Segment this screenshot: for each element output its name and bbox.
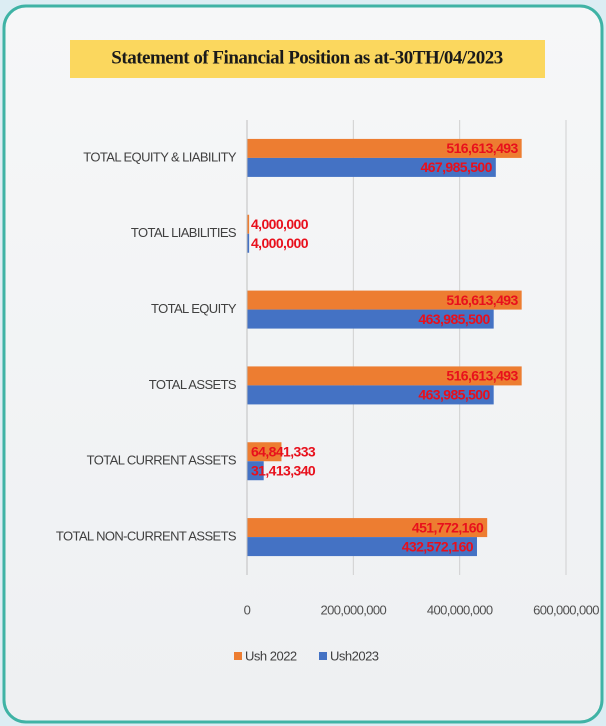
- value-label: 463,985,500: [418, 311, 490, 327]
- bar: [247, 290, 522, 310]
- bar: [247, 309, 494, 329]
- bar: [247, 214, 250, 234]
- value-label: 516,613,493: [446, 368, 518, 384]
- legend-swatch: [319, 652, 327, 660]
- value-label: 463,985,500: [418, 387, 490, 403]
- category-label: TOTAL LIABILITIES: [131, 225, 237, 240]
- x-tick-label: 200,000,000: [320, 602, 386, 617]
- value-label: 4,000,000: [251, 216, 309, 232]
- value-label: 451,772,160: [412, 519, 484, 535]
- value-label: 31,413,340: [251, 462, 316, 478]
- value-label: 64,841,333: [251, 443, 316, 459]
- category-label: TOTAL CURRENT ASSETS: [87, 453, 237, 468]
- bar: [247, 442, 282, 462]
- value-label: 432,572,160: [402, 538, 474, 554]
- category-label: TOTAL EQUITY & LIABILITY: [83, 149, 237, 164]
- value-label: 467,985,500: [421, 159, 493, 175]
- bar: [247, 537, 477, 557]
- category-label: TOTAL ASSETS: [149, 377, 237, 392]
- x-tick-label: 600,000,000: [533, 602, 599, 617]
- category-label: TOTAL EQUITY: [151, 301, 237, 316]
- value-label: 516,613,493: [446, 140, 518, 156]
- bar: [247, 233, 250, 253]
- bar: [247, 366, 522, 386]
- x-tick-label: 0: [244, 602, 251, 617]
- category-label: TOTAL NON-CURRENT ASSETS: [56, 529, 237, 544]
- bar: [247, 157, 496, 177]
- legend-swatch: [234, 652, 242, 660]
- bar: [247, 518, 488, 538]
- card: [2, 4, 604, 724]
- value-label: 4,000,000: [251, 235, 309, 251]
- legend-label: Ush2023: [330, 648, 379, 663]
- bar: [247, 461, 264, 481]
- bar: [247, 385, 494, 405]
- x-tick-label: 400,000,000: [427, 602, 493, 617]
- value-label: 516,613,493: [446, 292, 518, 308]
- bar: [247, 138, 522, 158]
- chart-title: Statement of Financial Position as at-30…: [111, 47, 502, 68]
- title-box: [70, 40, 545, 78]
- legend-label: Ush 2022: [245, 648, 297, 663]
